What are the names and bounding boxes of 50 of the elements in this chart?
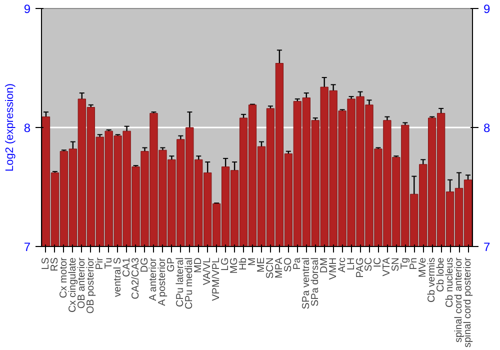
- x-tick-label: GP: [166, 257, 178, 272]
- x-tick-label: SPa ventral: [300, 257, 312, 310]
- x-tick-label: ventral S: [112, 257, 124, 297]
- x-tick-label: A anterior: [148, 257, 160, 301]
- x-tick-label: SPa dorsal: [310, 257, 321, 306]
- y2-tick-label: 7: [484, 240, 490, 254]
- x-tick-label: DM: [318, 257, 330, 274]
- x-tick-label: ME: [256, 257, 267, 272]
- x-tick-label: PAG: [354, 257, 366, 278]
- x-tick-label: SCN: [264, 257, 276, 279]
- x-tick-label: VPM/VPL: [211, 257, 222, 301]
- x-tick-label: SO: [282, 257, 294, 272]
- x-tick-label: MVe: [418, 257, 429, 278]
- y-axis-title: Log2 (expression): [4, 83, 16, 172]
- x-tick-label: RS: [49, 257, 60, 272]
- x-tick-label: M: [247, 257, 258, 266]
- x-tick-label: OB posterior: [85, 256, 96, 314]
- x-tick-label: CA2/CA3: [130, 257, 142, 300]
- x-tick-label: Arc: [336, 258, 348, 272]
- x-tick-label: LH: [346, 257, 357, 270]
- y2-tick-label: 9: [484, 2, 490, 16]
- x-tick-label: Tu: [103, 257, 114, 269]
- x-tick-label: CPu medial: [184, 257, 196, 310]
- x-tick-label: Pa: [292, 257, 303, 270]
- x-tick-label: Hb: [238, 257, 250, 270]
- x-tick-label: CA1: [121, 257, 132, 277]
- x-tick-label: LG: [220, 257, 232, 271]
- x-tick-label: Pir: [94, 256, 106, 270]
- x-tick-label: Pn: [408, 257, 420, 270]
- x-tick-label: SN: [390, 257, 402, 272]
- y-tick-label: 7: [24, 240, 31, 254]
- x-tick-label: spinal cord anterior: [454, 256, 465, 343]
- x-tick-label: LS: [40, 257, 52, 270]
- x-tick-label: A posterior: [157, 257, 168, 306]
- x-tick-label: spinal cord posterior: [462, 256, 474, 348]
- x-tick-label: DG: [139, 257, 150, 272]
- x-tick-label: Cx cingulate: [67, 257, 78, 313]
- x-tick-label: VMH: [328, 257, 339, 280]
- x-tick-label: SC: [364, 257, 375, 272]
- y2-tick-label: 8: [484, 121, 490, 135]
- x-tick-label: MPA: [274, 257, 285, 278]
- x-tick-label: Cb nucleus: [444, 258, 456, 308]
- y-tick-label: 8: [24, 121, 31, 135]
- x-tick-label: IC: [372, 258, 384, 268]
- x-tick-label: Cx motor: [58, 256, 70, 298]
- x-tick-label: Tg: [400, 258, 411, 270]
- y-tick-label: 9: [24, 2, 31, 16]
- x-tick-label: VTA: [382, 257, 393, 276]
- x-tick-label: OB anterior: [76, 256, 88, 309]
- x-tick-label: Cb lobe: [436, 257, 447, 292]
